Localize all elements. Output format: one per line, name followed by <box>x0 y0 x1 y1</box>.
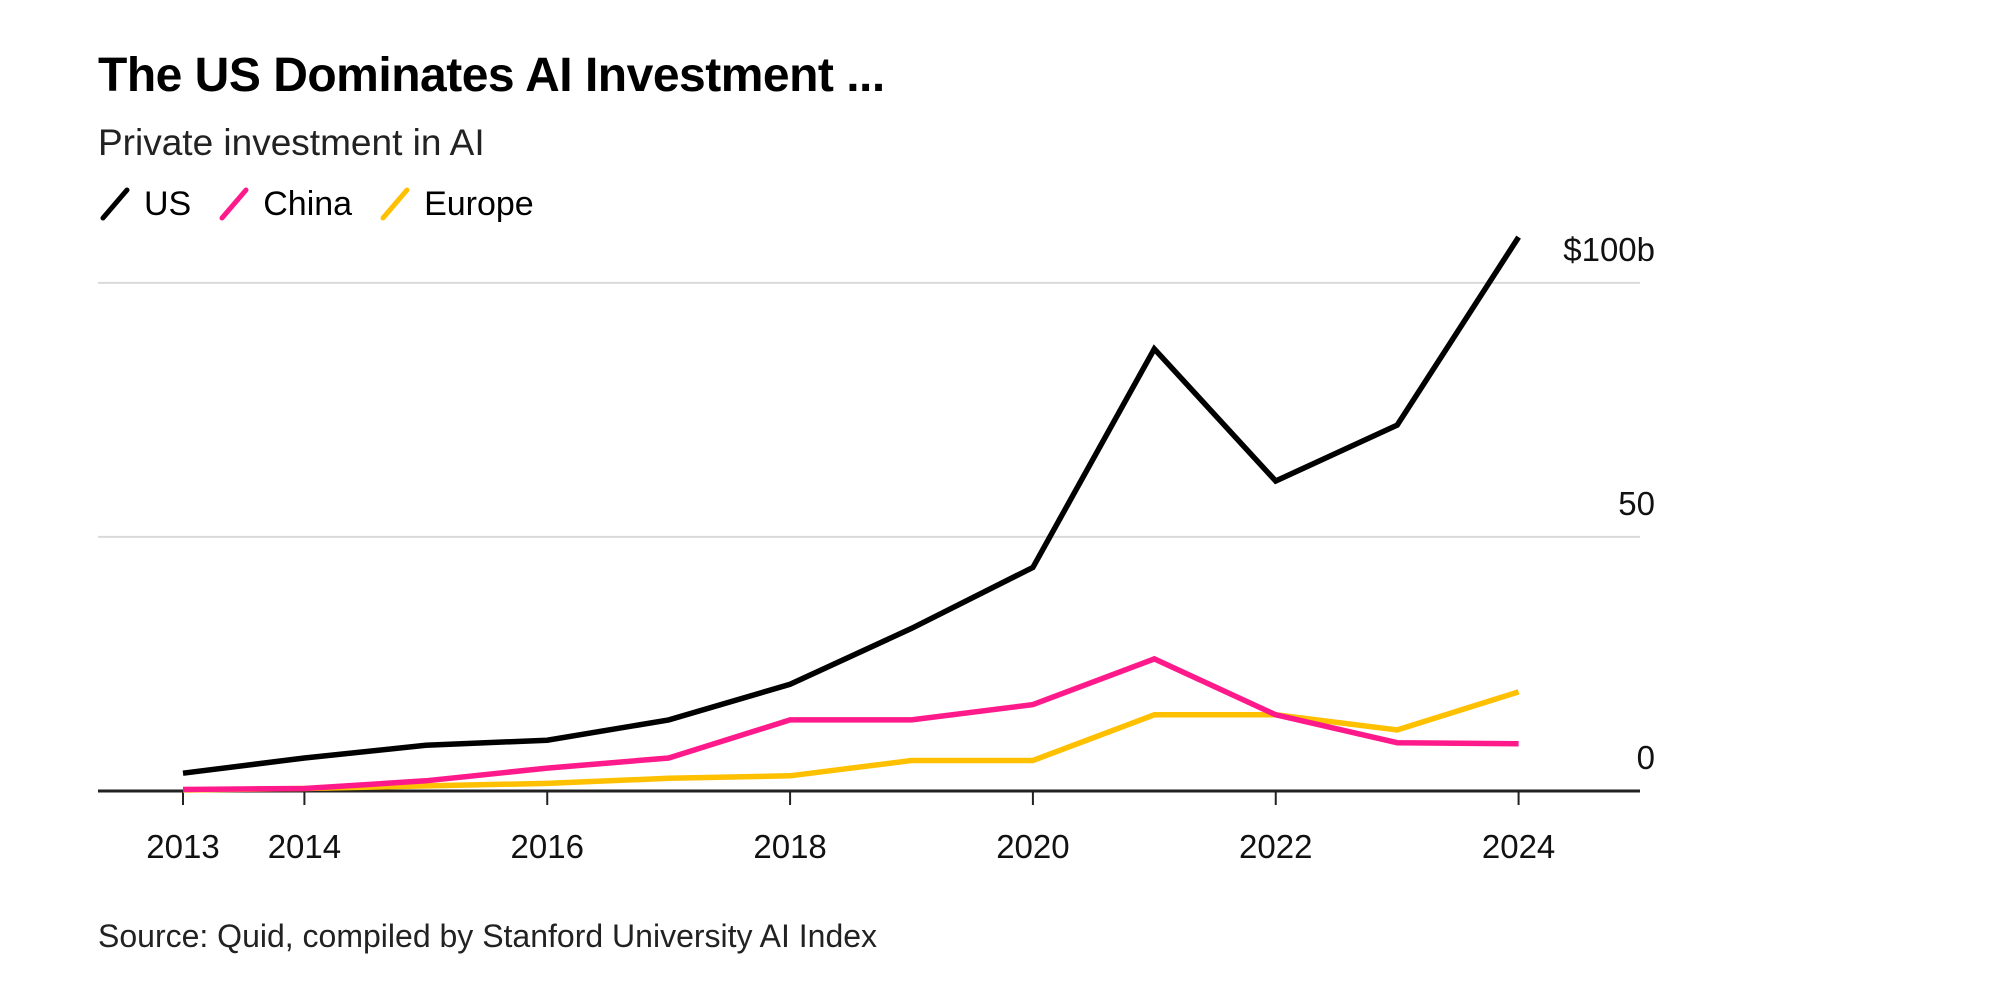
series-line-europe <box>182 689 1520 793</box>
y-tick-label: 50 <box>1618 485 1655 522</box>
chart-subtitle: Private investment in AI <box>98 122 485 163</box>
source-note: Source: Quid, compiled by Stanford Unive… <box>98 918 878 954</box>
legend-item-us: US <box>98 184 191 224</box>
legend-label-china: China <box>263 184 353 223</box>
x-tick-label: 2014 <box>268 828 341 865</box>
chart-title: The US Dominates AI Investment ... <box>98 49 885 102</box>
legend-swatch-china <box>219 187 249 221</box>
legend-swatch-europe <box>380 187 410 221</box>
x-tick-label: 2016 <box>511 828 584 865</box>
legend: US China Europe <box>98 184 560 224</box>
y-tick-label: $100b <box>1563 231 1655 268</box>
series-line-us <box>182 235 1521 776</box>
x-tick-label: 2024 <box>1482 828 1555 865</box>
x-tick-label: 2018 <box>753 828 826 865</box>
x-tick-label: 2022 <box>1239 828 1312 865</box>
legend-swatch-us <box>100 187 130 221</box>
legend-label-us: US <box>144 184 192 223</box>
legend-item-china: China <box>217 184 352 224</box>
y-tick-label: 0 <box>1637 739 1655 776</box>
series-line-china <box>182 655 1519 793</box>
x-tick-label: 2013 <box>146 828 219 865</box>
legend-item-europe: Europe <box>378 184 534 224</box>
legend-label-europe: Europe <box>424 184 534 223</box>
x-tick-label: 2020 <box>996 828 1069 865</box>
